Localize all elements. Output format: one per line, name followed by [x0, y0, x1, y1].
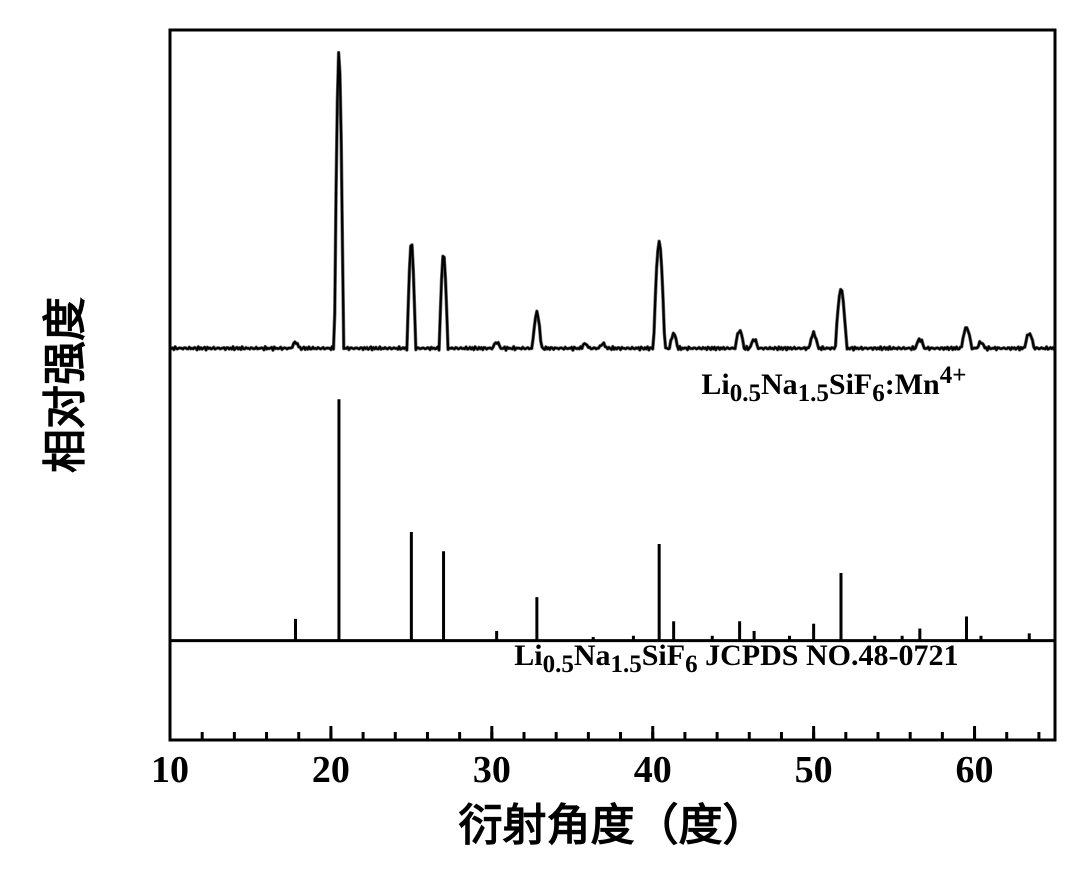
x-tick-label: 20 — [312, 749, 350, 791]
x-tick-label: 60 — [956, 749, 994, 791]
x-axis-label: 衍射角度（度） — [459, 801, 767, 850]
xrd-chart: 10 20 30 40 50 60 衍射角度（度） 相对强度 Li0.5Na1.5SiF6:Mn… — [0, 0, 1085, 872]
sample-series-label: Li0.5Na1.5SiF6:Mn4+ — [407, 362, 967, 408]
x-tick-label: 30 — [473, 749, 511, 791]
x-tick-label: 10 — [151, 749, 189, 791]
x-tick-label: 40 — [634, 749, 672, 791]
x-tick-label: 50 — [795, 749, 833, 791]
y-axis-label: 相对强度 — [41, 297, 90, 473]
reference-series-label: Li0.5Na1.5SiF6 JCPDS NO.48-0721 — [398, 639, 958, 679]
